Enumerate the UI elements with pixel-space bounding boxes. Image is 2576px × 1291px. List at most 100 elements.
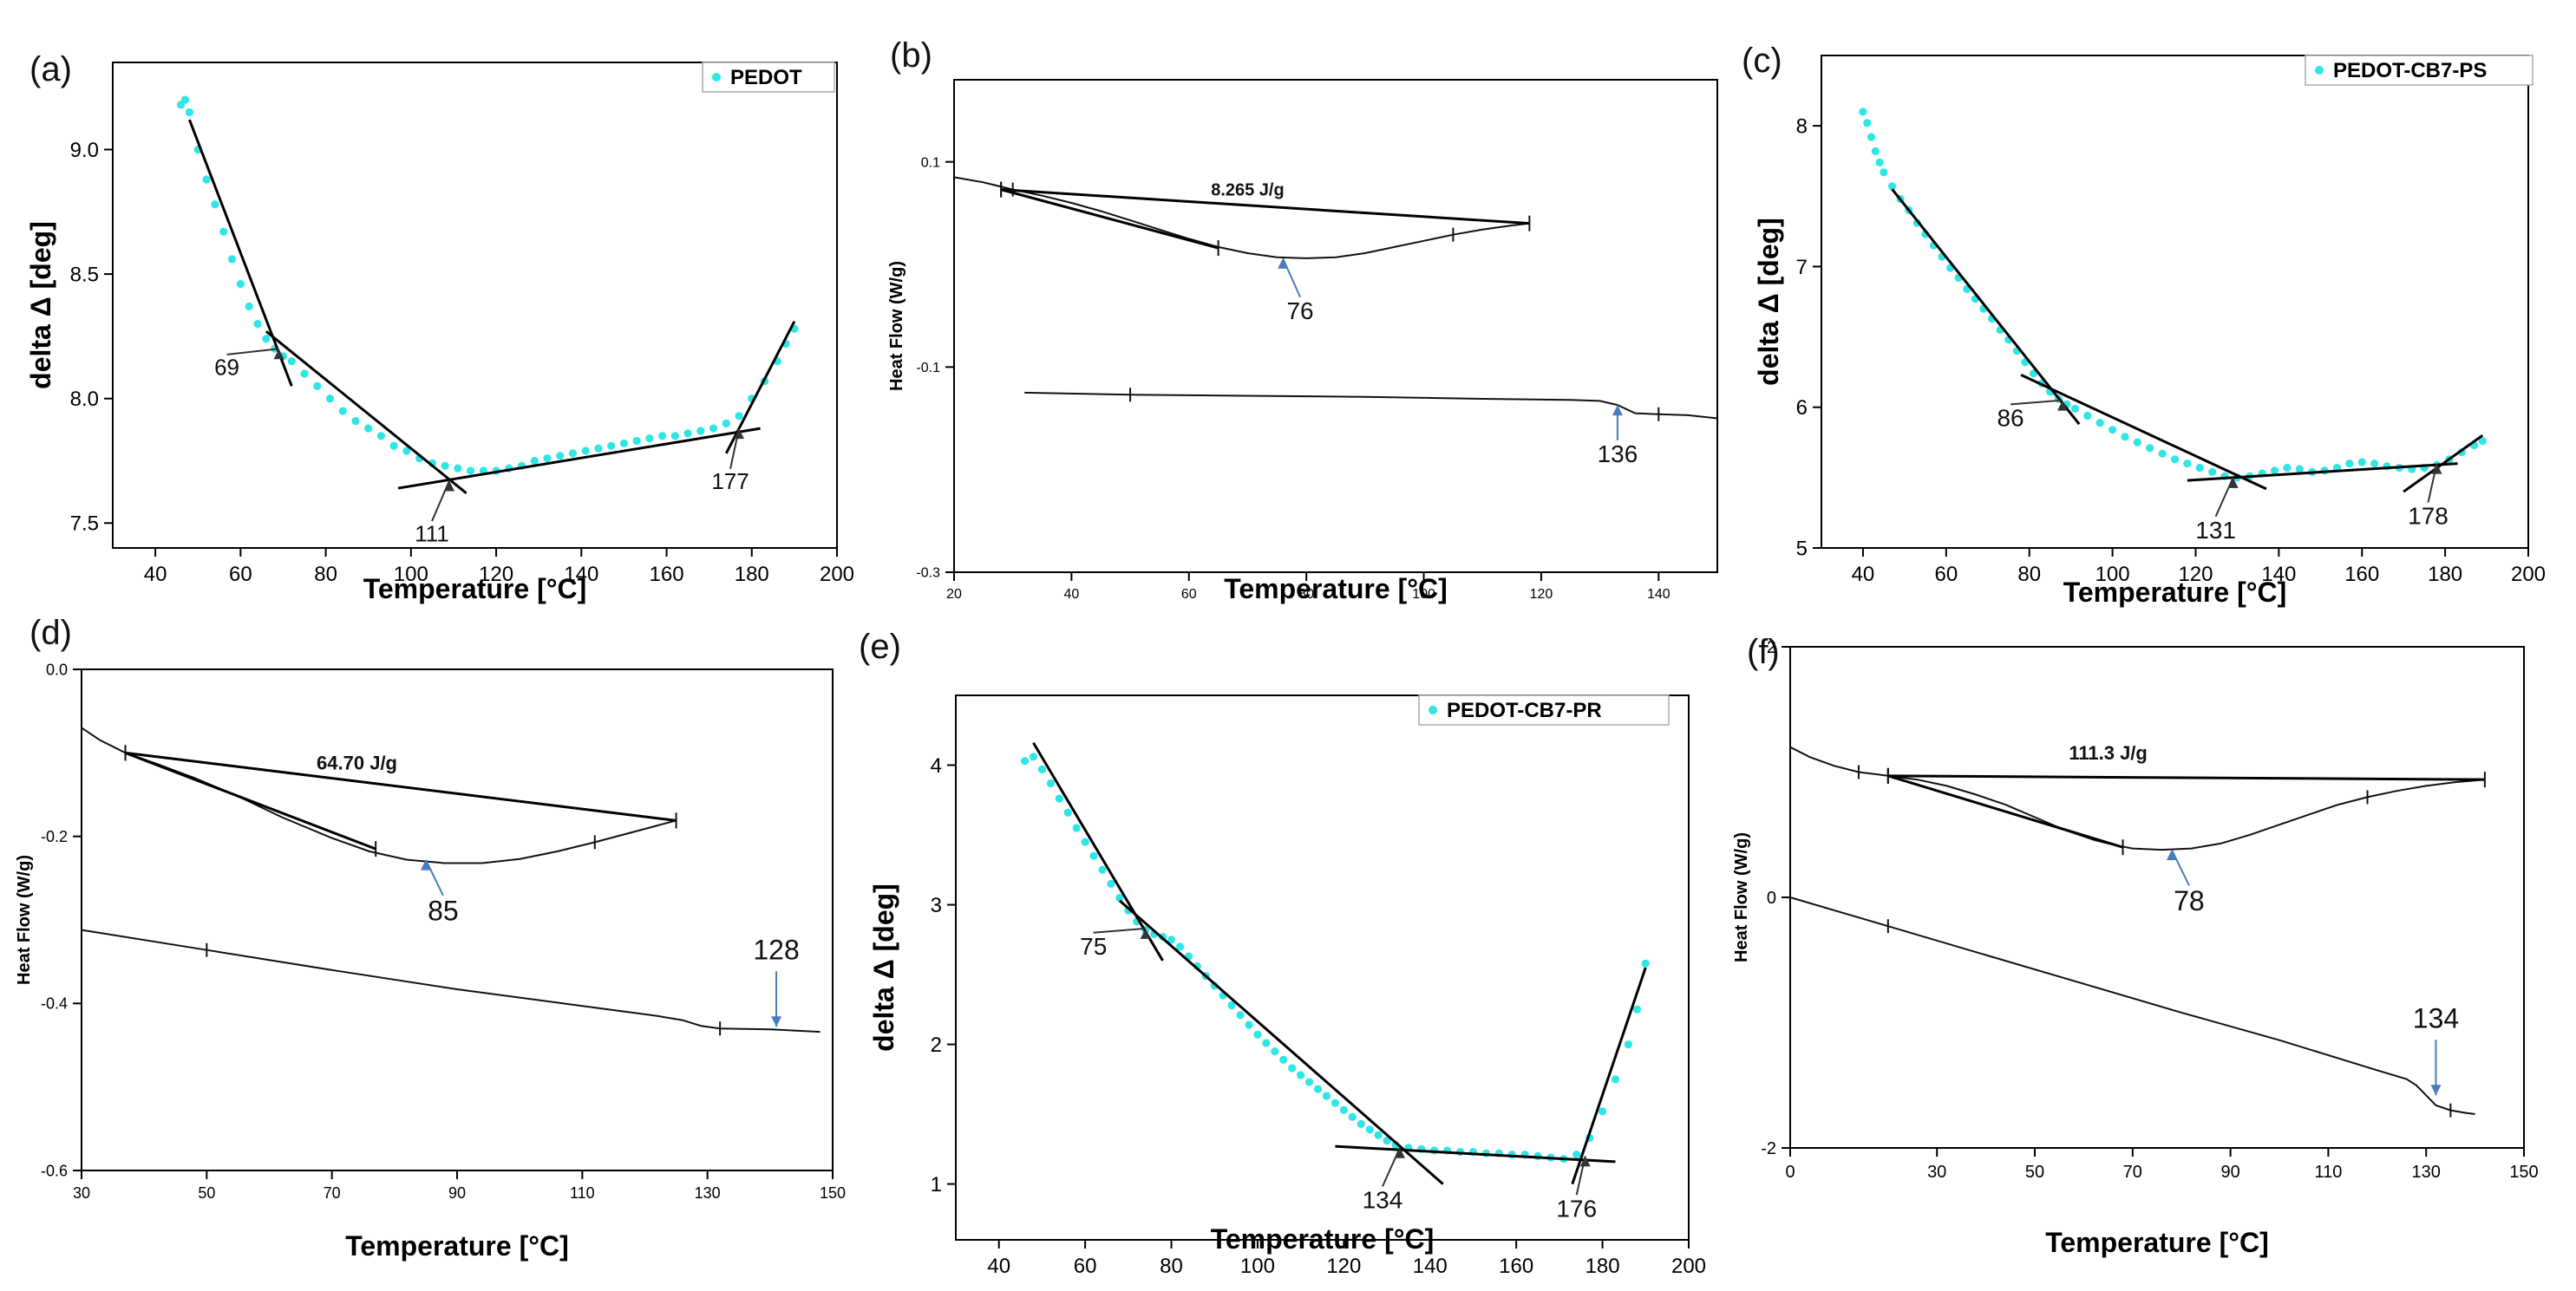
- x-tick-label: 50: [198, 1184, 215, 1202]
- data-point: [1624, 1040, 1633, 1049]
- data-point: [1871, 147, 1880, 155]
- data-point: [1279, 1055, 1288, 1064]
- transition-label: 78: [2174, 885, 2205, 916]
- x-tick-label: 150: [2509, 1163, 2538, 1182]
- data-point: [441, 461, 449, 470]
- data-point: [1365, 1125, 1374, 1134]
- data-point: [1072, 824, 1081, 832]
- x-tick-label: 140: [1413, 1255, 1448, 1278]
- data-point: [1020, 757, 1030, 766]
- x-axis-title: Temperature [°C]: [2063, 577, 2287, 608]
- data-point: [236, 279, 245, 289]
- y-axis-title: delta Δ [deg]: [1753, 218, 1784, 386]
- x-tick-label: 100: [1412, 587, 1435, 602]
- y-tick-label: 6: [1796, 396, 1808, 420]
- x-tick-label: 120: [2178, 563, 2213, 586]
- y-tick-label: 7: [1796, 256, 1808, 279]
- x-tick-label: 90: [448, 1184, 466, 1202]
- x-axis-title: Temperature [°C]: [345, 1230, 569, 1262]
- x-tick-label: 120: [479, 563, 513, 586]
- data-point: [1089, 851, 1098, 860]
- transition-label: 134: [1363, 1187, 1403, 1214]
- data-point: [607, 441, 616, 450]
- data-point: [543, 454, 552, 463]
- data-point: [364, 424, 373, 433]
- y-tick-label: -0.2: [41, 828, 68, 845]
- data-point: [1227, 1001, 1236, 1010]
- x-tick-label: 100: [2095, 563, 2130, 586]
- y-tick-label: 5: [1796, 537, 1808, 560]
- data-point: [735, 412, 743, 421]
- x-tick-label: 40: [144, 563, 167, 586]
- legend-label: PEDOT-CB7-PR: [1447, 699, 1602, 722]
- data-point: [454, 464, 462, 473]
- data-point: [658, 432, 667, 440]
- x-tick-label: 40: [1852, 563, 1875, 586]
- fit-line: [1571, 967, 1647, 1185]
- data-point: [1029, 753, 1038, 761]
- panel-c: (c) 40 60 80 100 120 140 160 180 200 5 6 7 8 Temperat…: [1726, 0, 2576, 624]
- x-tick-label: 140: [564, 563, 598, 586]
- chart-c: 40 60 80 100 120 140 160 180 200 5 6 7 8 Temperature …: [1753, 55, 2546, 608]
- fit-line: [1118, 899, 1444, 1185]
- y-axis-title: Heat Flow (W/g): [15, 855, 34, 985]
- data-point: [1322, 1092, 1331, 1100]
- panel-label-d: (d): [29, 614, 72, 652]
- data-point: [219, 227, 228, 236]
- x-tick-label: 80: [1160, 1255, 1183, 1278]
- x-axis-title: Temperature [°C]: [2045, 1227, 2269, 1258]
- x-tick-label: 100: [394, 563, 428, 586]
- data-point: [2295, 465, 2304, 473]
- legend-box: [2305, 55, 2534, 86]
- x-tick-label: 160: [650, 563, 684, 586]
- y-tick-label: -2: [1761, 1139, 1776, 1158]
- enthalpy-label: 8.265 J/g: [1211, 181, 1285, 200]
- data-point: [581, 447, 590, 455]
- data-point: [1175, 942, 1185, 951]
- x-tick-label: 180: [735, 563, 769, 586]
- data-point: [338, 407, 347, 415]
- arrow-head: [420, 859, 431, 870]
- data-point: [2146, 444, 2154, 453]
- data-point: [1236, 1011, 1245, 1020]
- x-tick-label: 120: [1326, 1255, 1361, 1278]
- x-tick-label: 140: [2261, 563, 2296, 586]
- x-tick-label: 200: [2511, 563, 2546, 586]
- data-point: [313, 381, 322, 390]
- data-point: [530, 456, 539, 466]
- x-tick-label: 110: [2314, 1163, 2342, 1182]
- fit-line: [1891, 188, 2081, 426]
- arrow-head: [2430, 1085, 2442, 1096]
- data-point: [2158, 449, 2167, 458]
- fit-line: [1001, 188, 1530, 225]
- transition-label: 85: [428, 896, 459, 927]
- x-tick-label: 130: [2412, 1163, 2441, 1182]
- x-tick-label: 70: [2123, 1163, 2142, 1182]
- data-point: [1867, 133, 1876, 141]
- fit-line: [188, 119, 293, 387]
- data-point: [1641, 959, 1650, 968]
- y-axis-title: delta Δ [deg]: [868, 883, 899, 1052]
- x-tick-label: 20: [946, 587, 962, 602]
- x-tick-label: 110: [570, 1184, 595, 1202]
- data-point: [2183, 460, 2192, 468]
- legend-box: [702, 62, 835, 93]
- series-line: [1024, 391, 1718, 420]
- data-point: [1348, 1112, 1357, 1121]
- transition-label: 136: [1598, 440, 1638, 467]
- chart-b: 20 40 60 80 100 120 140 -0.3 -0.1 0.1 Temperature …: [887, 79, 1718, 604]
- panel-label-b: (b): [890, 36, 932, 75]
- x-tick-label: 60: [1934, 563, 1958, 586]
- y-tick-label: 8: [1796, 115, 1808, 139]
- data-point: [594, 444, 603, 453]
- x-tick-label: 130: [695, 1184, 721, 1202]
- plot-frame: [1821, 55, 2529, 549]
- y-tick-label: -0.1: [916, 361, 940, 375]
- y-tick-label: 8.5: [70, 264, 99, 287]
- x-tick-label: 80: [314, 563, 337, 586]
- data-point: [227, 255, 237, 264]
- y-tick-label: 7.5: [70, 512, 99, 536]
- fit-line: [1887, 774, 2123, 849]
- data-point: [568, 449, 578, 458]
- y-tick-label: 3: [931, 894, 942, 917]
